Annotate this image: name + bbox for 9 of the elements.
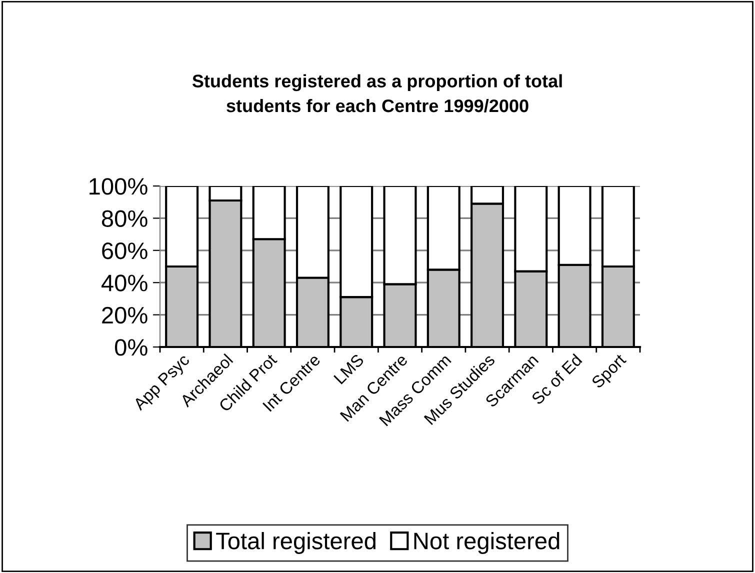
chart-title: Students registered as a proportion of total students for each Centre 1999/2000 [192,74,562,112]
y-tick-label: 60% [102,242,148,260]
y-tick-label: 80% [102,210,148,227]
y-tick-label: 20% [102,306,148,324]
legend-label: Not registered [414,532,560,554]
y-tick-label: 0% [114,339,148,356]
y-tick-label: 100% [90,178,148,195]
legend-label: Total registered [216,532,376,554]
y-tick-label: 40% [101,274,148,292]
